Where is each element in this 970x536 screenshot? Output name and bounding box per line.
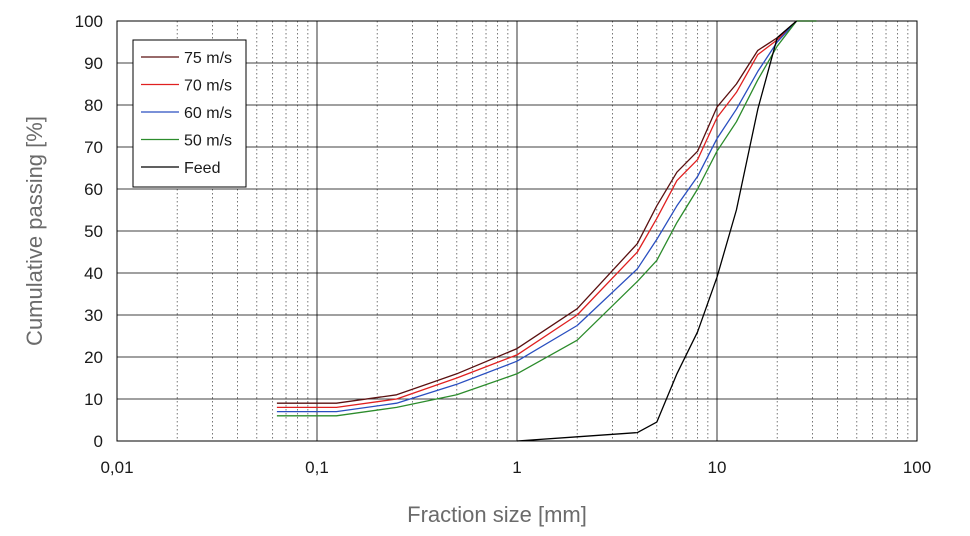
legend-label: 50 m/s [184, 133, 232, 150]
series-line [276, 20, 817, 413]
legend-label: 60 m/s [184, 105, 232, 122]
series-line [276, 20, 817, 409]
x-tick-label: 10 [708, 458, 727, 477]
y-tick-label: 40 [84, 264, 103, 283]
series-line [516, 20, 798, 442]
legend-label: 70 m/s [184, 78, 232, 95]
x-tick-label: 100 [903, 458, 931, 477]
tick-labels: 0,01 0,1 1 10 100 0 10 20 30 40 50 60 70 80 90 100 [75, 12, 932, 477]
legend-label: 75 m/s [184, 50, 232, 67]
series-lines [276, 20, 817, 442]
legend-box [132, 39, 247, 188]
y-tick-label: 100 [75, 12, 103, 31]
series-line [276, 20, 817, 404]
x-tick-label: 0,1 [305, 458, 329, 477]
y-tick-label: 60 [84, 180, 103, 199]
y-tick-label: 50 [84, 222, 103, 241]
y-axis-title: Cumulative passing [%] [22, 116, 47, 346]
x-tick-label: 0,01 [100, 458, 133, 477]
series-line [276, 20, 817, 417]
y-tick-label: 70 [84, 138, 103, 157]
y-tick-label: 20 [84, 348, 103, 367]
y-tick-label: 10 [84, 390, 103, 409]
legend: 75 m/s 70 m/s 60 m/s 50 m/s Feed [132, 39, 247, 188]
y-tick-label: 0 [94, 432, 103, 451]
legend-label: Feed [184, 160, 220, 177]
y-tick-label: 90 [84, 54, 103, 73]
x-axis-title: Fraction size [mm] [407, 502, 587, 527]
x-tick-label: 1 [512, 458, 521, 477]
y-tick-label: 80 [84, 96, 103, 115]
y-tick-label: 30 [84, 306, 103, 325]
